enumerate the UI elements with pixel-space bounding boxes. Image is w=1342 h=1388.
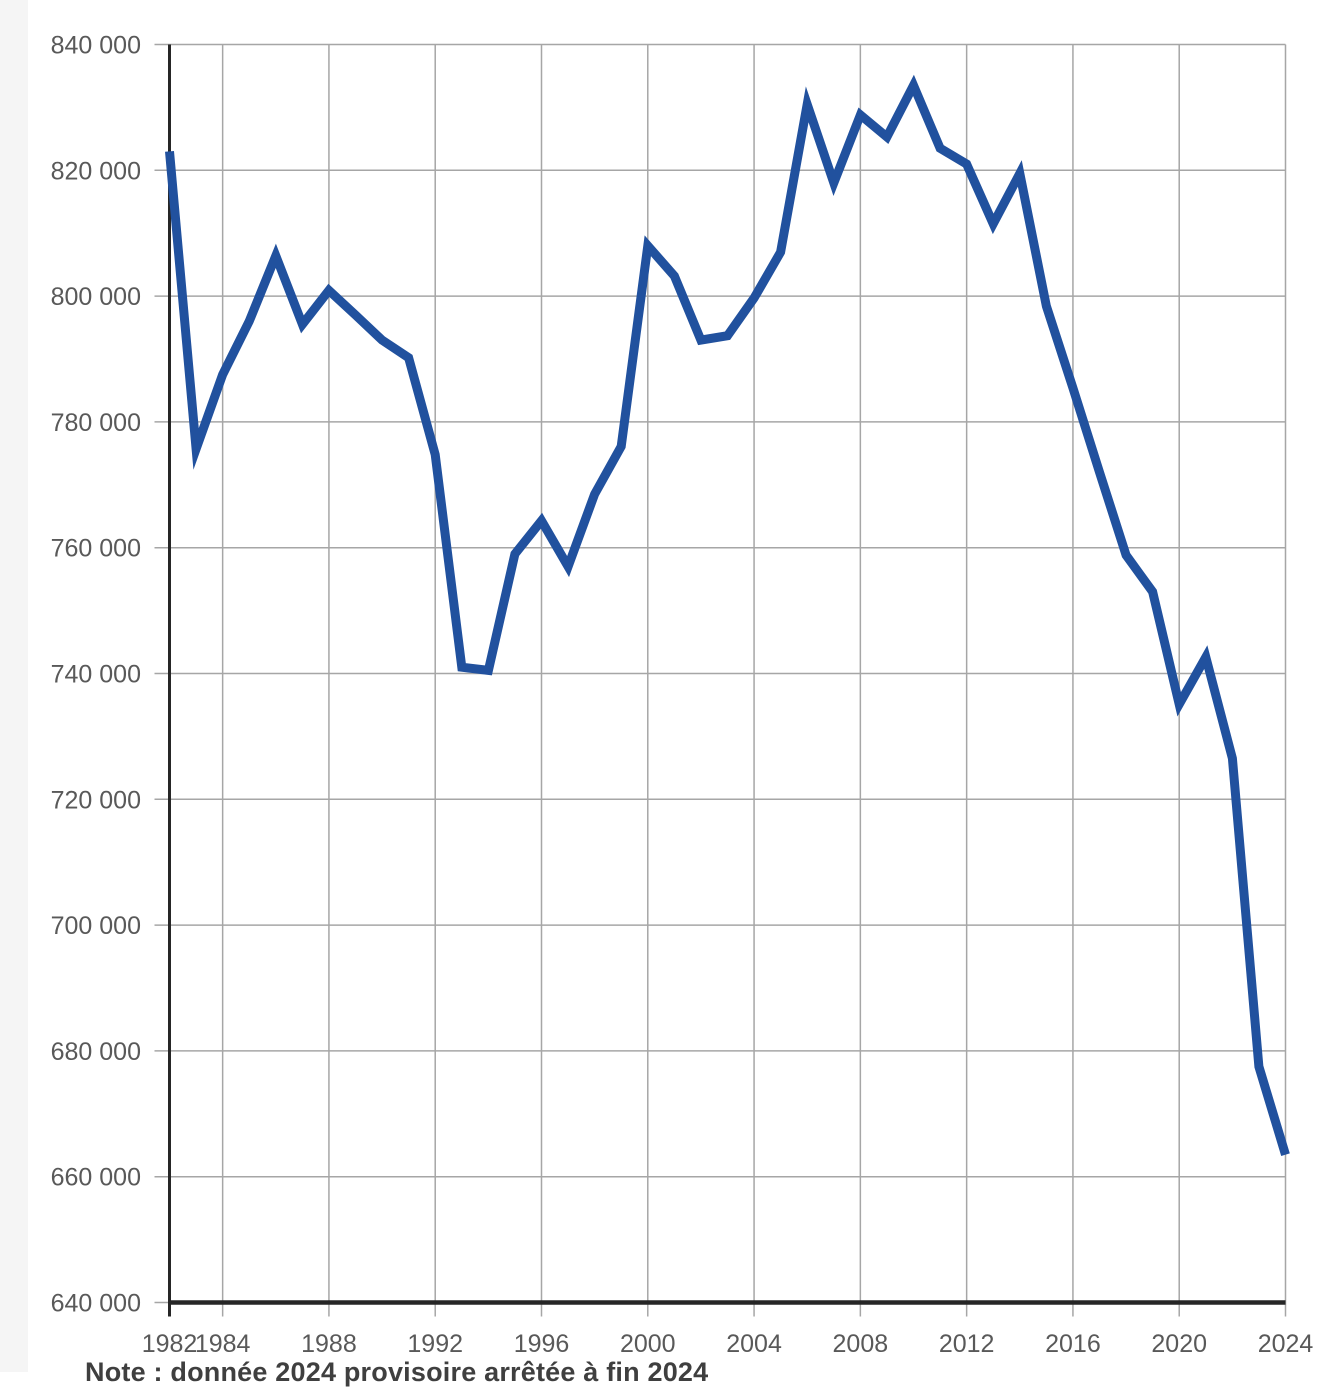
y-axis-label: 700 000 xyxy=(51,912,141,940)
y-axis-label: 640 000 xyxy=(51,1290,141,1318)
note-text: Note : donnée 2024 provisoire arrêtée à … xyxy=(85,1357,709,1387)
data-line xyxy=(165,74,1290,1157)
x-axis-label: 1988 xyxy=(301,1330,357,1358)
y-axis-label: 720 000 xyxy=(51,786,141,814)
y-axis-label: 820 000 xyxy=(51,157,141,185)
x-axis-label: 1982 xyxy=(142,1330,198,1358)
left-gutter xyxy=(0,0,28,1372)
y-axis-label: 760 000 xyxy=(51,535,141,563)
x-axis-label: 1984 xyxy=(195,1330,251,1358)
x-axis-label: 2024 xyxy=(1258,1330,1314,1358)
y-axis-label: 840 000 xyxy=(51,32,141,60)
y-axis-label: 800 000 xyxy=(51,283,141,311)
y-axis-label: 660 000 xyxy=(51,1164,141,1192)
x-axis-label: 2016 xyxy=(1045,1330,1101,1358)
y-axis-label: 680 000 xyxy=(51,1038,141,1066)
x-axis-label: 2004 xyxy=(726,1330,782,1358)
y-axis-label: 740 000 xyxy=(51,661,141,689)
x-axis-label: 2008 xyxy=(833,1330,889,1358)
x-axis-label: 1992 xyxy=(407,1330,463,1358)
y-axis-label: 780 000 xyxy=(51,409,141,437)
x-axis-label: 2000 xyxy=(620,1330,676,1358)
x-axis-label: 2012 xyxy=(939,1330,995,1358)
x-axis-label: 1996 xyxy=(514,1330,570,1358)
x-axis-label: 2020 xyxy=(1151,1330,1207,1358)
